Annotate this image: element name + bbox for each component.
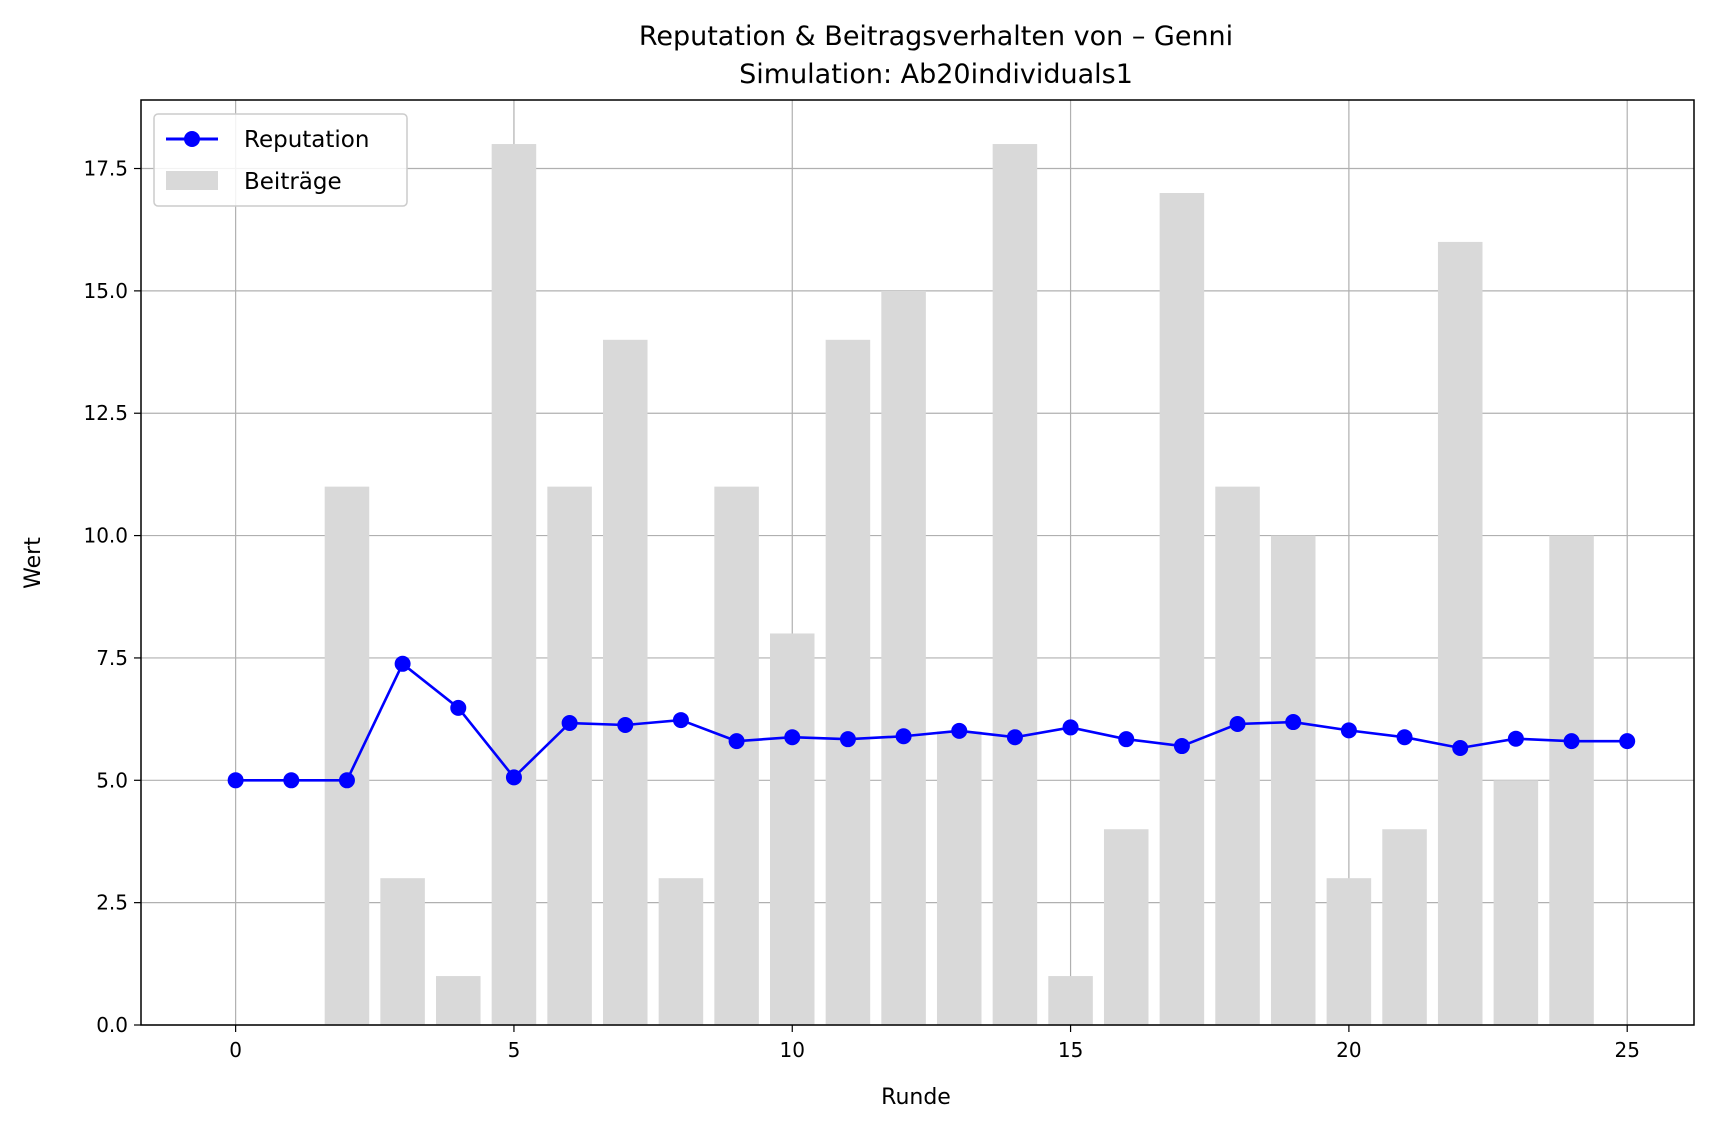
bar-series bbox=[324, 144, 1594, 1026]
point-reputation bbox=[1340, 722, 1357, 739]
y-tick-label: 15.0 bbox=[83, 279, 128, 303]
y-tick-label: 10.0 bbox=[83, 524, 128, 548]
x-axis-ticks: 0 5 10 15 20 25 bbox=[229, 1025, 1640, 1062]
y-tick-label: 0.0 bbox=[96, 1013, 128, 1037]
y-tick-label: 12.5 bbox=[83, 401, 128, 425]
bar-beitraege bbox=[1103, 829, 1149, 1025]
bar-beitraege bbox=[324, 486, 370, 1025]
bar-beitraege bbox=[1215, 486, 1260, 1025]
bar-beitraege bbox=[1437, 241, 1483, 1025]
point-reputation bbox=[672, 712, 689, 729]
point-reputation bbox=[1173, 738, 1190, 755]
point-reputation bbox=[728, 733, 745, 750]
y-tick-label: 2.5 bbox=[96, 891, 128, 915]
x-axis-label: Runde bbox=[881, 1085, 951, 1110]
y-axis-ticks: 0.0 2.5 5.0 7.5 10.0 12.5 15.0 17.5 bbox=[83, 157, 141, 1037]
y-axis-label: Wert bbox=[21, 537, 46, 589]
bar-beitraege bbox=[881, 290, 926, 1025]
bar-beitraege bbox=[547, 486, 592, 1025]
legend-reputation-marker bbox=[184, 131, 200, 147]
x-tick-label: 15 bbox=[1058, 1038, 1083, 1062]
point-reputation bbox=[1285, 714, 1302, 731]
point-reputation bbox=[394, 655, 411, 672]
x-tick-label: 5 bbox=[508, 1038, 521, 1062]
line-reputation bbox=[235, 661, 1628, 782]
bar-beitraege bbox=[714, 486, 759, 1025]
point-reputation bbox=[617, 716, 634, 733]
y-tick-label: 17.5 bbox=[83, 157, 128, 181]
point-reputation bbox=[1452, 739, 1469, 756]
legend-beitraege-label: Beiträge bbox=[244, 169, 342, 195]
y-tick-label: 7.5 bbox=[96, 646, 128, 670]
bar-beitraege bbox=[825, 339, 871, 1025]
point-reputation bbox=[839, 731, 856, 748]
point-reputation bbox=[338, 772, 355, 789]
bar-beitraege bbox=[1493, 780, 1539, 1025]
x-tick-label: 25 bbox=[1614, 1038, 1639, 1062]
point-reputation bbox=[227, 772, 244, 789]
bar-beitraege bbox=[491, 144, 537, 1026]
point-reputation bbox=[1118, 731, 1135, 748]
x-tick-label: 20 bbox=[1336, 1038, 1361, 1062]
point-reputation bbox=[450, 699, 467, 716]
legend: Reputation Beiträge bbox=[153, 113, 408, 207]
bar-beitraege bbox=[658, 878, 704, 1025]
point-reputation bbox=[784, 729, 801, 746]
x-tick-label: 0 bbox=[229, 1038, 242, 1062]
x-tick-label: 10 bbox=[780, 1038, 805, 1062]
chart-title: Reputation & Beitragsverhalten von – Gen… bbox=[639, 21, 1233, 52]
point-reputation bbox=[505, 769, 522, 786]
legend-beitraege-swatch bbox=[166, 171, 218, 190]
bar-beitraege bbox=[380, 878, 425, 1025]
point-reputation bbox=[1229, 716, 1246, 733]
bar-beitraege bbox=[992, 144, 1038, 1026]
bar-beitraege bbox=[936, 731, 982, 1025]
bar-beitraege bbox=[436, 976, 481, 1025]
y-tick-label: 5.0 bbox=[96, 768, 128, 792]
point-reputation bbox=[283, 772, 300, 789]
bar-beitraege bbox=[769, 633, 815, 1025]
point-reputation bbox=[1396, 729, 1413, 746]
bar-beitraege bbox=[1048, 976, 1093, 1025]
point-reputation bbox=[1006, 729, 1023, 746]
bar-beitraege bbox=[1159, 192, 1205, 1026]
legend-reputation-label: Reputation bbox=[244, 127, 369, 153]
point-reputation bbox=[1062, 719, 1079, 736]
bar-beitraege bbox=[603, 339, 648, 1025]
bar-beitraege bbox=[1326, 878, 1372, 1025]
point-reputation bbox=[951, 722, 968, 739]
bar-beitraege bbox=[1270, 535, 1316, 1025]
bar-beitraege bbox=[1549, 535, 1594, 1025]
plot-frame bbox=[140, 99, 1695, 1026]
line-series bbox=[227, 655, 1636, 789]
point-reputation bbox=[1619, 733, 1636, 750]
chart-subtitle: Simulation: Ab20individuals1 bbox=[739, 59, 1133, 90]
point-reputation bbox=[1563, 733, 1580, 750]
point-reputation bbox=[561, 715, 578, 732]
bar-beitraege bbox=[1382, 829, 1427, 1025]
point-reputation bbox=[1507, 730, 1524, 747]
point-reputation bbox=[895, 728, 912, 745]
